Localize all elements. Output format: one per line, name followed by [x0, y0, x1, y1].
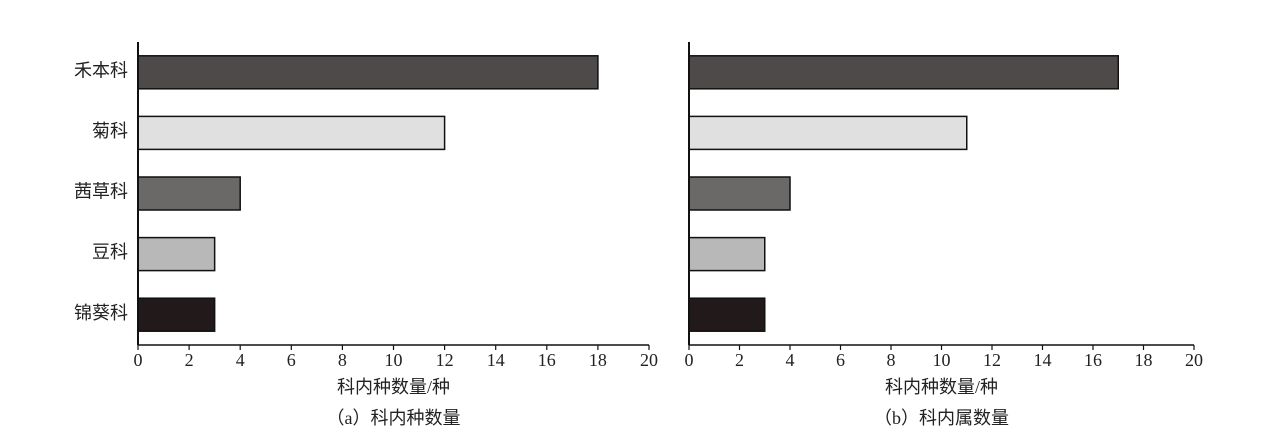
x-axis-label: 科内种数量/种: [885, 377, 998, 397]
bar: [688, 55, 1119, 90]
subtitle: （a）科内种数量: [327, 408, 461, 428]
x-tick-label: 20: [640, 350, 658, 370]
bar: [137, 115, 446, 151]
bar: [688, 115, 968, 151]
x-tick-label: 16: [1084, 350, 1102, 370]
x-tick-label: 4: [786, 350, 795, 370]
x-tick-label: 0: [134, 350, 143, 370]
bar: [137, 55, 599, 90]
x-tick-label: 2: [185, 350, 194, 370]
x-tick-label: 16: [538, 350, 556, 370]
x-tick-label: 12: [983, 350, 1001, 370]
x-tick-label: 10: [385, 350, 403, 370]
y-tick-label: 茜草科: [74, 182, 128, 202]
x-tick-label: 18: [1135, 350, 1153, 370]
x-axis-label: 科内种数量/种: [337, 377, 450, 397]
x-tick-label: 6: [287, 350, 296, 370]
subtitle: （b）科内属数量: [874, 408, 1009, 428]
x-tick-label: 4: [236, 350, 245, 370]
x-tick-label: 14: [487, 350, 505, 370]
y-tick-label: 禾本科: [74, 60, 128, 80]
x-tick-label: 8: [887, 350, 896, 370]
x-tick-label: 12: [436, 350, 454, 370]
x-tick-label: 18: [589, 350, 607, 370]
x-tick-label: 20: [1185, 350, 1203, 370]
bar: [137, 176, 241, 211]
y-tick-label: 豆科: [92, 242, 128, 262]
bar: [688, 176, 791, 211]
bar: [137, 236, 216, 272]
bar: [137, 297, 216, 332]
x-tick-label: 8: [338, 350, 347, 370]
x-tick-label: 10: [933, 350, 951, 370]
x-tick-label: 6: [836, 350, 845, 370]
bar: [688, 236, 766, 272]
x-tick-label: 14: [1034, 350, 1052, 370]
x-tick-label: 2: [735, 350, 744, 370]
bar: [688, 297, 766, 332]
y-tick-label: 锦葵科: [74, 303, 128, 323]
y-tick-label: 菊科: [92, 121, 128, 141]
x-tick-label: 0: [685, 350, 694, 370]
